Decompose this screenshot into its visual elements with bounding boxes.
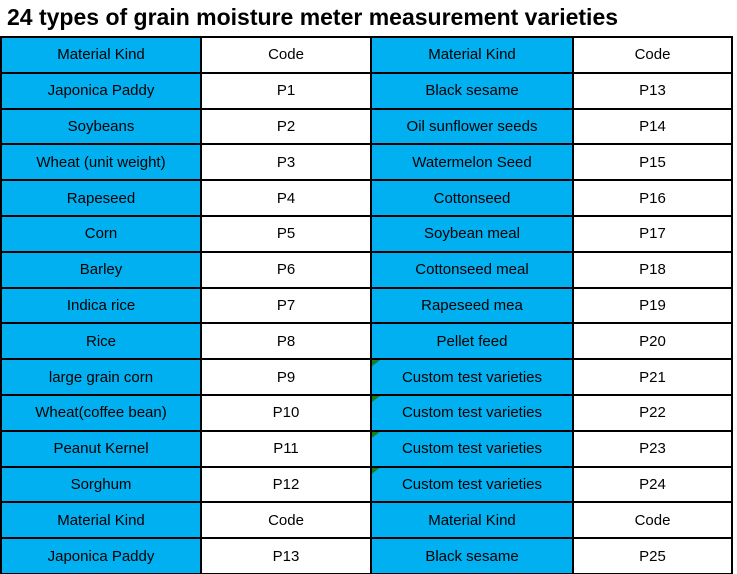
header-cell: Material Kind	[370, 501, 574, 540]
material-cell: Japonica Paddy	[0, 537, 202, 574]
material-cell: Cottonseed	[370, 179, 574, 217]
material-cell: Indica rice	[0, 286, 202, 325]
material-cell: Custom test varieties	[370, 465, 574, 504]
code-cell: P6	[200, 250, 372, 289]
code-cell: P12	[200, 465, 372, 504]
table-row: Wheat (unit weight) P3 Watermelon Seed P15	[0, 143, 733, 182]
grain-code-table: Material Kind Code Material Kind Code Japoni…	[0, 36, 733, 574]
material-cell: Watermelon Seed	[370, 143, 574, 182]
material-cell: Wheat(coffee bean)	[0, 393, 202, 432]
table-row: Barley P6 Cottonseed meal P18	[0, 250, 733, 289]
table-row: Wheat(coffee bean) P10 Custom test varieti…	[0, 393, 733, 432]
material-cell: Rice	[0, 322, 202, 361]
material-cell: Corn	[0, 214, 202, 253]
material-cell: Soybeans	[0, 107, 202, 146]
header-cell: Code	[200, 36, 372, 74]
table-row: Japonica Paddy P13 Black sesame P25	[0, 537, 733, 574]
material-cell: large grain corn	[0, 358, 202, 396]
code-cell: P23	[572, 429, 733, 468]
header-cell: Code	[200, 501, 372, 540]
header-cell: Material Kind	[370, 36, 574, 74]
code-cell: P13	[572, 71, 733, 110]
header-cell: Code	[572, 501, 733, 540]
table-row: Rapeseed P4 Cottonseed P16	[0, 179, 733, 217]
header-cell: Code	[572, 36, 733, 74]
material-cell: Custom test varieties	[370, 358, 574, 396]
code-cell: P17	[572, 214, 733, 253]
header-row: Material Kind Code Material Kind Code	[0, 36, 733, 74]
code-cell: P1	[200, 71, 372, 110]
code-cell: P18	[572, 250, 733, 289]
material-cell: Sorghum	[0, 465, 202, 504]
code-cell: P11	[200, 429, 372, 468]
code-cell: P22	[572, 393, 733, 432]
material-cell: Oil sunflower seeds	[370, 107, 574, 146]
material-cell: Pellet feed	[370, 322, 574, 361]
material-cell: Cottonseed meal	[370, 250, 574, 289]
code-cell: P14	[572, 107, 733, 146]
code-cell: P9	[200, 358, 372, 396]
header-cell: Material Kind	[0, 501, 202, 540]
material-cell: Rapeseed	[0, 179, 202, 217]
header-cell: Material Kind	[0, 36, 202, 74]
table-row: Japonica Paddy P1 Black sesame P13	[0, 71, 733, 110]
table-body: Material Kind Code Material Kind Code Japoni…	[0, 36, 733, 574]
material-cell: Wheat (unit weight)	[0, 143, 202, 182]
code-cell: P25	[572, 537, 733, 574]
table-row: Peanut Kernel P11 Custom test varieties P23	[0, 429, 733, 468]
material-cell: Barley	[0, 250, 202, 289]
material-cell: Japonica Paddy	[0, 71, 202, 110]
code-cell: P2	[200, 107, 372, 146]
header-row: Material Kind Code Material Kind Code	[0, 501, 733, 540]
material-cell: Peanut Kernel	[0, 429, 202, 468]
code-cell: P15	[572, 143, 733, 182]
code-cell: P7	[200, 286, 372, 325]
material-cell: Black sesame	[370, 537, 574, 574]
table-row: Soybeans P2 Oil sunflower seeds P14	[0, 107, 733, 146]
page-title: 24 types of grain moisture meter measure…	[7, 4, 619, 30]
code-cell: P20	[572, 322, 733, 361]
code-cell: P19	[572, 286, 733, 325]
material-cell: Rapeseed mea	[370, 286, 574, 325]
code-cell: P4	[200, 179, 372, 217]
code-cell: P10	[200, 393, 372, 432]
code-cell: P8	[200, 322, 372, 361]
code-cell: P24	[572, 465, 733, 504]
table-row: large grain corn P9 Custom test varieties P…	[0, 358, 733, 396]
material-cell: Soybean meal	[370, 214, 574, 253]
material-cell: Custom test varieties	[370, 429, 574, 468]
material-cell: Black sesame	[370, 71, 574, 110]
table-row: Sorghum P12 Custom test varieties P24	[0, 465, 733, 504]
code-cell: P5	[200, 214, 372, 253]
table-row: Rice P8 Pellet feed P20	[0, 322, 733, 361]
code-cell: P16	[572, 179, 733, 217]
code-cell: P13	[200, 537, 372, 574]
table-row: Indica rice P7 Rapeseed mea P19	[0, 286, 733, 325]
code-cell: P21	[572, 358, 733, 396]
code-cell: P3	[200, 143, 372, 182]
table-row: Corn P5 Soybean meal P17	[0, 214, 733, 253]
material-cell: Custom test varieties	[370, 393, 574, 432]
